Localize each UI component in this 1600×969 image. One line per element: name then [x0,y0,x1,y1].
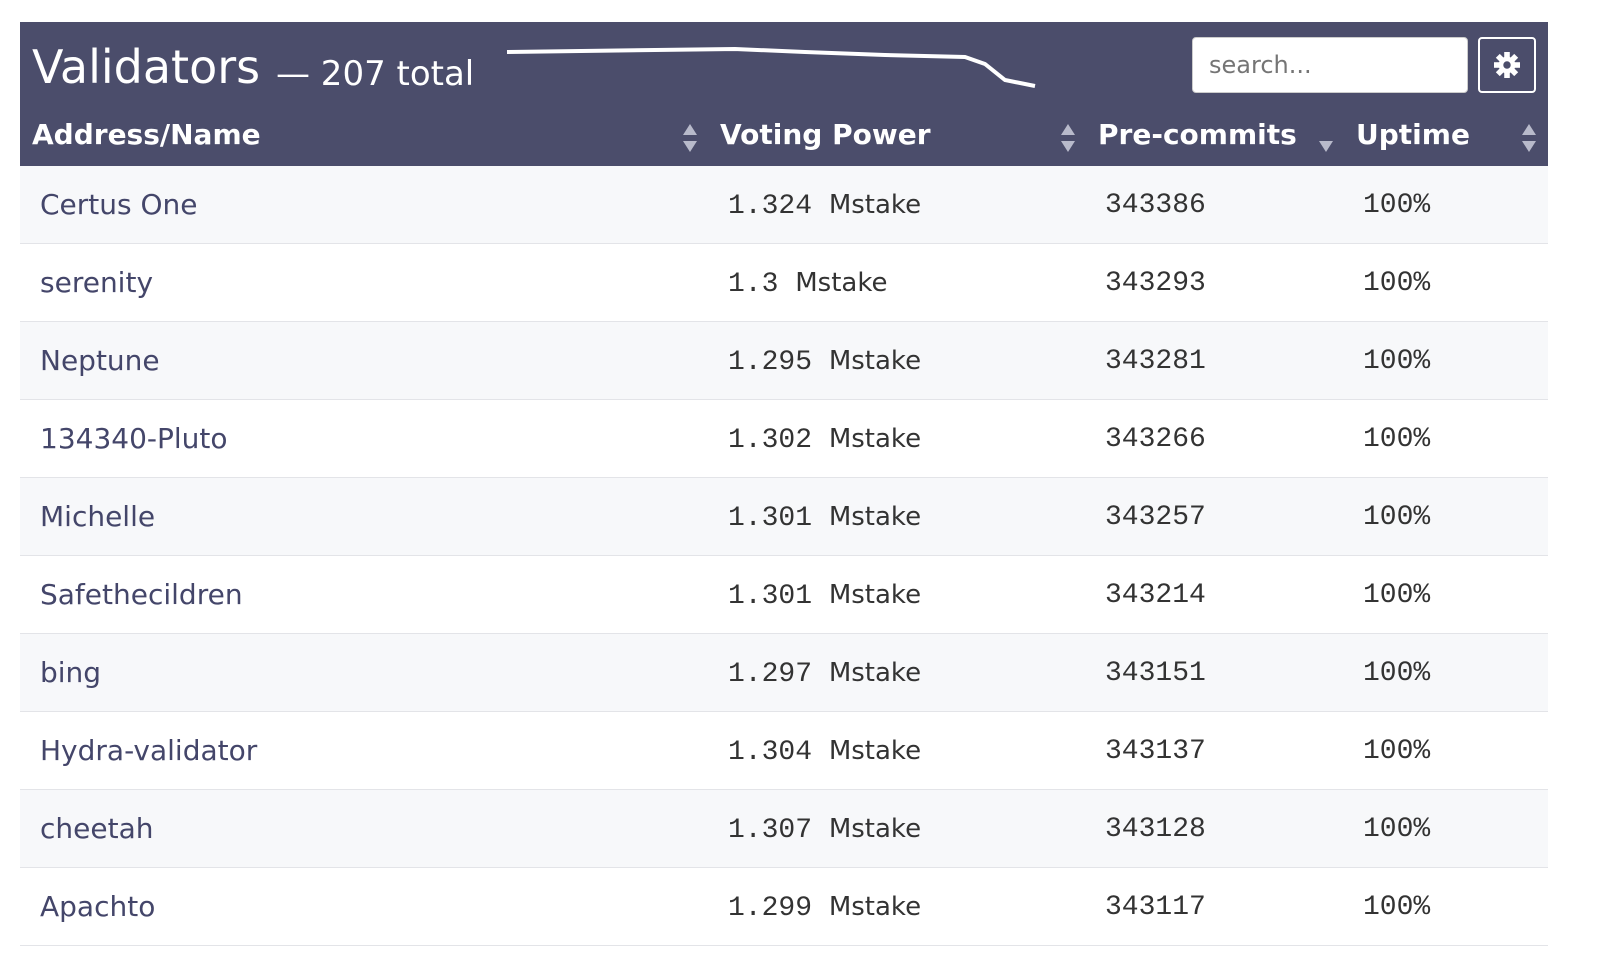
validator-name[interactable]: Safethecildren [40,578,243,611]
precommits: 343117 [1105,892,1206,923]
power-unit: Mstake [828,814,922,844]
power-unit: Mstake [828,892,922,922]
power-amount: 1.301 [728,503,813,534]
subtitle: — 207 total [276,54,475,94]
power-unit: Mstake [795,268,888,298]
column-header[interactable]: Address/Name [32,118,261,151]
power-amount: 1.297 [728,659,813,690]
power-unit: Mstake [828,580,922,610]
power-amount: 1.299 [728,893,813,924]
power-amount: 1.304 [728,737,813,768]
power-unit: Mstake [828,346,922,376]
validator-name[interactable]: Michelle [40,500,156,533]
power-unit: Mstake [828,424,922,454]
voting-power: 1.302 Mstake [728,424,921,456]
voting-power: 1.295 Mstake [728,346,921,378]
voting-power: 1.301 Mstake [728,580,921,612]
precommits: 343293 [1105,268,1206,299]
uptime: 100% [1363,892,1431,923]
table-row: bing 1.297 Mstake 343151 100% [20,634,1548,712]
uptime: 100% [1363,736,1431,767]
power-amount: 1.3 [728,269,779,300]
precommits: 343151 [1105,658,1206,689]
table-header: Validators — 207 total Address/Name Voti… [20,22,1548,166]
table-row: Hydra-validator 1.304 Mstake 343137 100% [20,712,1548,790]
uptime: 100% [1363,502,1431,533]
power-amount: 1.307 [728,815,813,846]
precommits: 343128 [1105,814,1206,845]
uptime: 100% [1363,268,1431,299]
precommits: 343266 [1105,424,1206,455]
uptime: 100% [1363,346,1431,377]
voting-power: 1.297 Mstake [728,658,921,690]
precommits: 343281 [1105,346,1206,377]
validators-panel: Validators — 207 total Address/Name Voti… [20,22,1548,946]
validator-name[interactable]: Apachto [40,890,156,923]
power-unit: Mstake [828,190,922,220]
validator-name[interactable]: Certus One [40,188,198,221]
validator-name[interactable]: Neptune [40,344,160,377]
table-row: 134340-Pluto 1.302 Mstake 343266 100% [20,400,1548,478]
table-row: serenity 1.3 Mstake 343293 100% [20,244,1548,322]
column-header[interactable]: Pre-commits [1098,118,1297,151]
sort-icon[interactable] [1060,122,1076,154]
validator-name[interactable]: serenity [40,266,154,299]
validator-name[interactable]: cheetah [40,812,154,845]
column-header[interactable]: Voting Power [720,118,931,151]
column-header[interactable]: Uptime [1356,118,1470,151]
power-amount: 1.324 [728,191,813,222]
power-unit: Mstake [828,736,922,766]
power-unit: Mstake [828,502,922,532]
uptime: 100% [1363,658,1431,689]
title: Validators [32,40,261,94]
validator-name[interactable]: Hydra-validator [40,734,258,767]
voting-power: 1.299 Mstake [728,892,921,924]
search-input[interactable] [1192,37,1468,93]
uptime: 100% [1363,190,1431,221]
table-row: cheetah 1.307 Mstake 343128 100% [20,790,1548,868]
precommits: 343257 [1105,502,1206,533]
table-row: Neptune 1.295 Mstake 343281 100% [20,322,1548,400]
uptime: 100% [1363,580,1431,611]
sparkline [506,46,1036,88]
table-row: Apachto 1.299 Mstake 343117 100% [20,868,1548,946]
sort-icon[interactable] [1521,122,1537,154]
voting-power: 1.301 Mstake [728,502,921,534]
validator-name[interactable]: bing [40,656,102,689]
precommits: 343137 [1105,736,1206,767]
voting-power: 1.3 Mstake [728,268,887,300]
settings-button[interactable] [1478,37,1536,93]
precommits: 343386 [1105,190,1206,221]
uptime: 100% [1363,814,1431,845]
table-row: Certus One 1.324 Mstake 343386 100% [20,166,1548,244]
table-row: Michelle 1.301 Mstake 343257 100% [20,478,1548,556]
uptime: 100% [1363,424,1431,455]
sort-icon[interactable] [1318,122,1334,154]
power-amount: 1.301 [728,581,813,612]
voting-power: 1.324 Mstake [728,190,921,222]
precommits: 343214 [1105,580,1206,611]
power-amount: 1.295 [728,347,813,378]
validator-name[interactable]: 134340-Pluto [40,422,228,455]
sort-icon[interactable] [682,122,698,154]
power-amount: 1.302 [728,425,813,456]
voting-power: 1.307 Mstake [728,814,921,846]
power-unit: Mstake [828,658,922,688]
table-row: Safethecildren 1.301 Mstake 343214 100% [20,556,1548,634]
voting-power: 1.304 Mstake [728,736,921,768]
